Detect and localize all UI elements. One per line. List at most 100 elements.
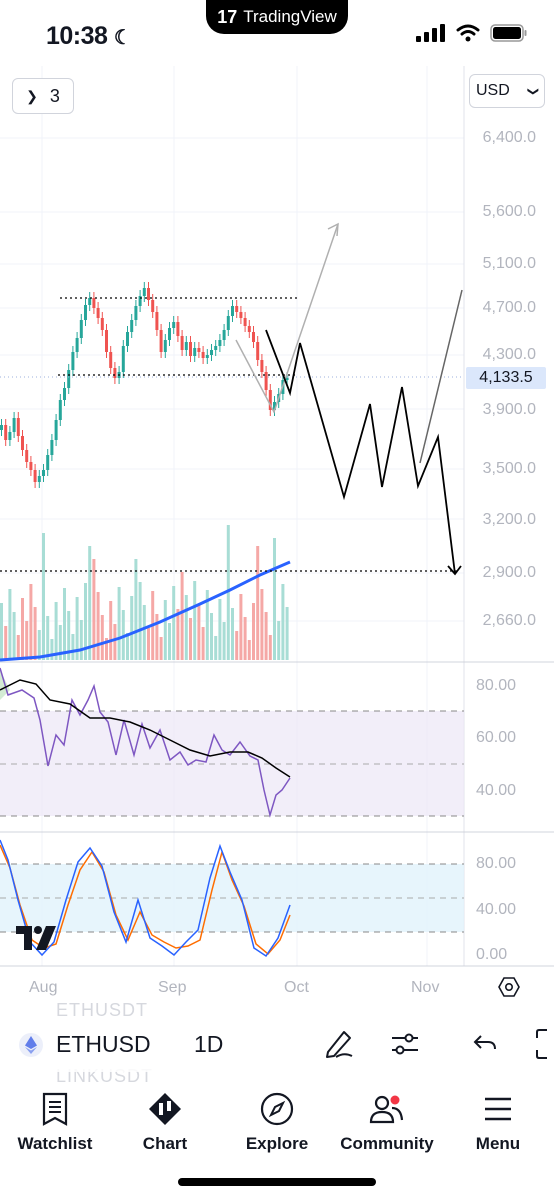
candle-body	[4, 425, 8, 440]
stoch-axis-label: 0.00	[476, 946, 508, 963]
time-label: Oct	[284, 979, 309, 996]
volume-bar	[222, 622, 226, 660]
candle-body	[63, 388, 66, 400]
volume-bar	[163, 600, 167, 660]
volume-bar	[100, 615, 104, 660]
candle-body	[172, 322, 176, 328]
ethereum-icon	[19, 1033, 43, 1057]
candle-body	[201, 352, 205, 358]
candle-body	[273, 402, 276, 410]
candle-body	[67, 370, 71, 388]
volume-bar	[218, 599, 222, 660]
tab-explore[interactable]: Explore	[222, 1090, 332, 1154]
volume-bar	[184, 595, 188, 660]
candle-body	[218, 340, 222, 346]
volume-bar	[8, 589, 12, 660]
tradingview-pill[interactable]: 17 TradingView	[206, 0, 348, 34]
candle-body	[75, 338, 79, 352]
tab-menu[interactable]: Menu	[443, 1090, 553, 1154]
candle-body	[71, 352, 75, 370]
volume-bar	[273, 538, 276, 660]
stoch-k-line	[0, 839, 291, 958]
chart-canvas[interactable]	[0, 66, 554, 1006]
volume-bar	[75, 597, 79, 660]
ghost-symbol-above: ETHUSDT	[56, 1000, 148, 1020]
volume-bar	[113, 624, 117, 660]
volume-bar	[25, 621, 29, 660]
candle-body	[256, 342, 260, 360]
candle-body	[134, 306, 138, 320]
volume-bar	[235, 631, 239, 660]
volume-bar	[256, 546, 260, 660]
candle-body	[33, 470, 37, 482]
tradingview-logo-icon: 17	[217, 6, 238, 27]
candle-body	[205, 355, 209, 358]
candle-body	[184, 342, 188, 350]
chevron-down-icon: ❯	[526, 86, 539, 96]
rsi-line	[0, 667, 291, 818]
stoch-axis-label: 40.00	[476, 901, 517, 918]
time-label: Nov	[411, 979, 440, 996]
candle-body	[260, 360, 264, 372]
candle-body	[163, 340, 167, 352]
candle-body	[226, 316, 230, 330]
volume-bar	[54, 602, 58, 660]
menu-icon	[485, 1097, 511, 1121]
price-label: 5,600.0	[482, 203, 536, 220]
undo-icon[interactable]	[470, 1030, 500, 1058]
candle-body	[29, 462, 33, 470]
volume-bar	[88, 546, 92, 660]
interval-button[interactable]: 1D	[194, 1031, 224, 1057]
volume-bar	[210, 613, 213, 660]
volume-bar	[277, 621, 281, 660]
candle-body	[105, 330, 108, 352]
volume-bar	[105, 638, 108, 660]
tab-watchlist[interactable]: Watchlist	[0, 1090, 110, 1154]
tab-community[interactable]: Community	[332, 1090, 442, 1154]
black-arrowhead	[447, 565, 462, 576]
tab-chart[interactable]: Chart	[110, 1090, 220, 1154]
candle-body	[193, 348, 197, 356]
volume-ma-line	[0, 560, 291, 662]
volume-bar	[197, 604, 201, 660]
chevron-down-icon: ❯	[26, 87, 38, 104]
indicator-collapse-button[interactable]: ❯ 3	[12, 78, 74, 114]
volume-bar	[239, 594, 243, 660]
volume-bar	[214, 636, 218, 660]
stoch-axis-label: 80.00	[476, 855, 517, 872]
volume-bar	[46, 616, 50, 660]
candle-body	[222, 330, 226, 340]
volume-bar	[29, 584, 33, 660]
volume-bar	[205, 590, 209, 660]
chart-settings-icon[interactable]	[497, 975, 521, 999]
candle-body	[79, 320, 83, 338]
chart-icon	[149, 1093, 181, 1125]
candle-body	[50, 440, 54, 455]
candle-body	[189, 342, 192, 356]
symbol-button[interactable]: ETHUSD	[56, 1031, 151, 1057]
home-indicator	[178, 1178, 376, 1186]
candle-body	[197, 348, 201, 352]
fullscreen-icon[interactable]	[535, 1028, 554, 1060]
price-label: 3,200.0	[482, 511, 536, 528]
status-icons	[416, 24, 528, 42]
drawing-tool-icon[interactable]	[322, 1026, 356, 1060]
volume-bar	[84, 583, 87, 660]
candle-body	[42, 470, 45, 476]
volume-bar	[92, 559, 96, 660]
candle-body	[180, 336, 184, 350]
rsi-axis-label: 60.00	[476, 729, 517, 746]
currency-selector[interactable]: USD ❯	[469, 74, 545, 108]
price-candles	[0, 282, 289, 488]
volume-bar	[50, 639, 54, 660]
indicators-icon[interactable]	[389, 1028, 421, 1060]
volume-bar	[260, 589, 264, 660]
volume-bar	[37, 630, 41, 660]
candle-body	[0, 425, 3, 430]
candle-body	[142, 288, 146, 296]
price-label: 5,100.0	[482, 255, 536, 272]
wifi-icon	[456, 24, 480, 42]
volume-bar	[142, 605, 146, 660]
volume-bar	[42, 533, 45, 660]
candle-body	[264, 372, 268, 390]
